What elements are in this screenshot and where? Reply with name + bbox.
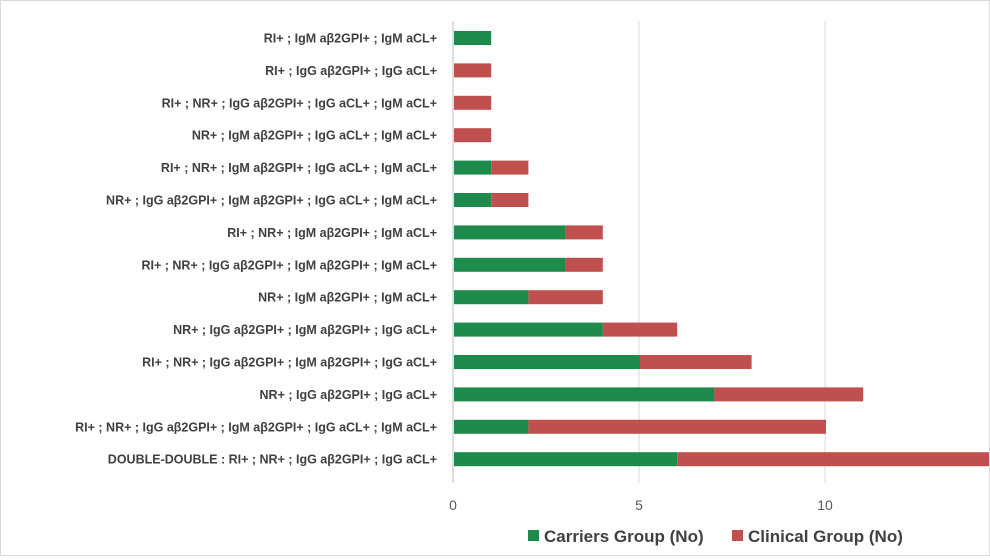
- category-label: RI+ ; NR+ ; IgM aβ2GPI+ ; IgM aCL+: [227, 226, 437, 240]
- carriers-bar: [454, 322, 603, 337]
- category-label: RI+ ; IgM aβ2GPI+ ; IgM aCL+: [264, 32, 437, 46]
- category-labels: RI+ ; IgM aβ2GPI+ ; IgM aCL+ RI+ ; IgG aβ…: [75, 32, 437, 467]
- clinical-bar: [640, 355, 752, 369]
- carriers-bar: [454, 31, 492, 45]
- carriers-bar: [454, 225, 566, 240]
- carriers-bar: [454, 419, 529, 434]
- category-label: RI+ ; NR+ ; IgG aβ2GPI+ ; IgM aβ2GPI+ ; …: [75, 420, 437, 434]
- category-label: NR+ ; IgG aβ2GPI+ ; IgM aβ2GPI+ ; IgG aC…: [106, 194, 437, 208]
- clinical-bar: [714, 387, 864, 402]
- legend-swatch: [528, 530, 539, 541]
- category-label: RI+ ; NR+ ; IgG aβ2GPI+ ; IgG aCL+ ; IgM…: [162, 96, 437, 110]
- clinical-bar: [528, 419, 826, 434]
- clinical-bar: [454, 63, 492, 78]
- category-label: NR+ ; IgG aβ2GPI+ ; IgM aβ2GPI+ ; IgG aC…: [173, 323, 437, 337]
- category-label: NR+ ; IgM aβ2GPI+ ; IgM aCL+: [258, 291, 437, 305]
- bars: [454, 31, 990, 467]
- clinical-bar: [454, 128, 492, 143]
- carriers-bar: [454, 257, 566, 272]
- carriers-bar: [454, 452, 678, 467]
- clinical-bar: [565, 257, 603, 272]
- category-label: NR+ ; IgM aβ2GPI+ ; IgG aCL+ ; IgM aCL+: [192, 129, 437, 143]
- clinical-bar: [602, 322, 678, 337]
- legend-label: Clinical Group (No): [748, 527, 903, 546]
- category-label: DOUBLE-DOUBLE : RI+ ; NR+ ; IgG aβ2GPI+ …: [108, 453, 437, 467]
- category-label: RI+ ; NR+ ; IgG aβ2GPI+ ; IgM aβ2GPI+ ; …: [142, 356, 437, 370]
- legend: Carriers Group (No) Clinical Group (No): [528, 527, 903, 546]
- carriers-bar: [454, 160, 492, 175]
- carriers-bar: [454, 193, 492, 207]
- category-label: RI+ ; IgG aβ2GPI+ ; IgG aCL+: [265, 64, 437, 78]
- clinical-bar: [454, 95, 492, 110]
- legend-swatch: [732, 530, 743, 541]
- category-label: NR+ ; IgG aβ2GPI+ ; IgG aCL+: [260, 388, 437, 402]
- x-tick-label: 0: [449, 497, 457, 513]
- carriers-bar: [454, 355, 640, 369]
- gridlines: [452, 21, 826, 483]
- x-tick-label: 5: [635, 497, 643, 513]
- clinical-bar: [565, 225, 603, 240]
- clinical-bar: [491, 160, 529, 175]
- carriers-bar: [454, 387, 715, 402]
- category-label: RI+ ; NR+ ; IgM aβ2GPI+ ; IgG aCL+ ; IgM…: [161, 161, 437, 175]
- clinical-bar: [528, 290, 603, 305]
- category-label: RI+ ; NR+ ; IgG aβ2GPI+ ; IgM aβ2GPI+ ; …: [141, 258, 437, 272]
- legend-label: Carriers Group (No): [544, 527, 704, 546]
- x-tick-labels: 0510152025: [449, 497, 833, 513]
- x-tick-label: 10: [817, 497, 833, 513]
- carriers-bar: [454, 290, 529, 305]
- clinical-bar: [677, 452, 990, 467]
- clinical-bar: [491, 193, 529, 207]
